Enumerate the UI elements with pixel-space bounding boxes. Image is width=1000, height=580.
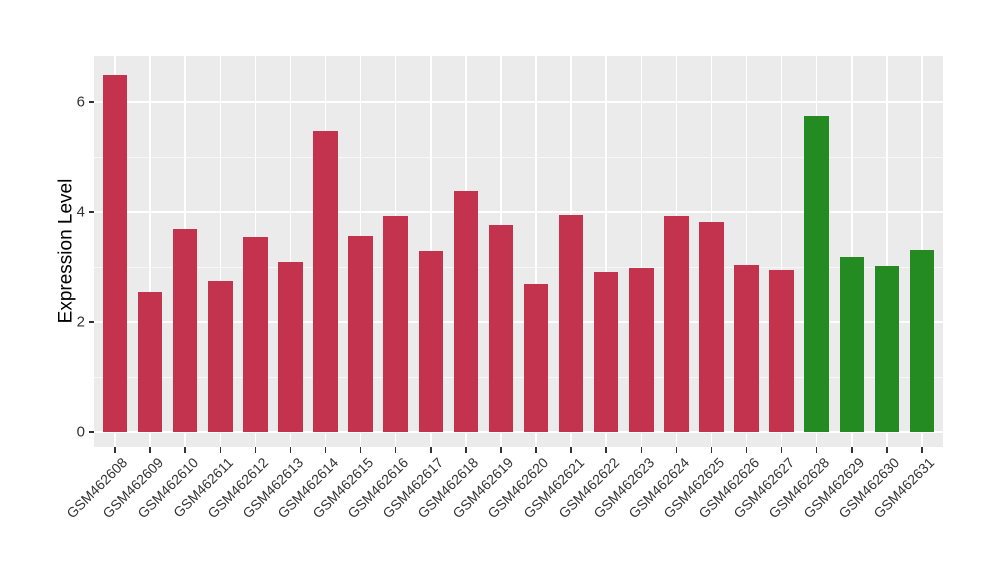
bar-GSM462620 xyxy=(523,284,549,432)
bar-GSM462621 xyxy=(558,214,584,432)
x-tick-mark xyxy=(780,447,783,453)
horizontal-major-gridline xyxy=(94,101,943,103)
horizontal-major-gridline xyxy=(94,211,943,213)
x-tick-mark xyxy=(815,447,818,453)
y-tick-label: 0 xyxy=(76,423,85,441)
x-tick-mark xyxy=(184,447,186,453)
x-tick-mark xyxy=(394,447,397,453)
x-tick-mark xyxy=(465,447,467,453)
x-tick-mark xyxy=(570,447,572,453)
x-tick-mark xyxy=(605,447,607,453)
x-tick-mark xyxy=(359,447,362,453)
x-tick-mark xyxy=(675,447,678,453)
bar-GSM462622 xyxy=(593,271,619,432)
bar-GSM462608 xyxy=(102,75,128,432)
horizontal-minor-gridline xyxy=(94,266,943,268)
x-tick-mark xyxy=(535,447,537,453)
bar-GSM462610 xyxy=(172,229,198,432)
horizontal-major-gridline xyxy=(94,431,943,433)
x-tick-mark xyxy=(289,447,292,453)
bar-GSM462615 xyxy=(348,235,373,432)
vertical-gridline xyxy=(886,56,888,447)
x-tick-mark xyxy=(430,447,432,453)
vertical-gridline xyxy=(219,56,222,447)
bar-GSM462617 xyxy=(418,250,444,432)
vertical-gridline xyxy=(149,56,151,447)
y-tick-mark xyxy=(88,211,94,213)
x-tick-mark xyxy=(710,447,713,453)
bar-GSM462626 xyxy=(734,264,759,432)
bar-GSM462612 xyxy=(243,237,268,432)
bar-GSM462628 xyxy=(804,116,829,432)
vertical-gridline xyxy=(640,56,643,447)
y-tick-mark xyxy=(88,321,94,323)
vertical-gridline xyxy=(289,56,292,447)
y-tick-mark xyxy=(88,431,94,433)
x-tick-mark xyxy=(640,447,643,453)
horizontal-major-gridline xyxy=(94,321,943,323)
y-tick-label: 4 xyxy=(76,203,85,221)
x-tick-mark xyxy=(324,447,327,453)
horizontal-minor-gridline xyxy=(94,156,943,158)
bar-GSM462618 xyxy=(453,191,479,432)
x-tick-mark xyxy=(886,447,888,453)
y-axis-title: Expression Level xyxy=(55,178,77,323)
x-tick-mark xyxy=(114,447,116,453)
x-tick-mark xyxy=(921,447,923,453)
x-tick-mark xyxy=(745,447,748,453)
plot-panel xyxy=(94,56,943,447)
x-tick-mark xyxy=(149,447,151,453)
bar-GSM462616 xyxy=(383,215,408,432)
vertical-gridline xyxy=(780,56,783,447)
x-tick-mark xyxy=(254,447,257,453)
x-tick-mark xyxy=(219,447,222,453)
bar-GSM462623 xyxy=(629,267,654,432)
bar-GSM462627 xyxy=(769,269,794,432)
vertical-gridline xyxy=(745,56,748,447)
bar-GSM462611 xyxy=(208,281,233,432)
bar-GSM462619 xyxy=(488,225,514,432)
x-tick-mark xyxy=(851,447,853,453)
vertical-gridline xyxy=(851,56,853,447)
y-tick-mark xyxy=(88,101,94,103)
bar-GSM462631 xyxy=(909,249,935,432)
bar-GSM462624 xyxy=(664,215,689,432)
y-tick-label: 6 xyxy=(76,93,85,111)
vertical-gridline xyxy=(535,56,537,447)
bar-GSM462613 xyxy=(278,262,303,432)
y-tick-label: 2 xyxy=(76,313,85,331)
bar-GSM462614 xyxy=(313,131,338,432)
bar-GSM462629 xyxy=(839,256,865,432)
x-tick-mark xyxy=(500,447,502,453)
bar-GSM462630 xyxy=(874,266,900,432)
horizontal-minor-gridline xyxy=(94,376,943,378)
bar-GSM462625 xyxy=(699,222,724,432)
vertical-gridline xyxy=(605,56,607,447)
bar-GSM462609 xyxy=(137,292,163,432)
